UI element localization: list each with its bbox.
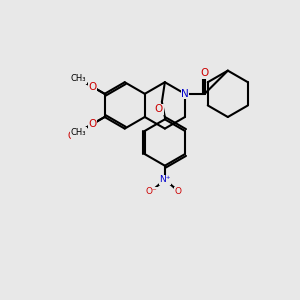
Text: CH₃: CH₃ [71, 74, 86, 83]
Text: O: O [155, 104, 163, 115]
Text: O: O [88, 119, 97, 129]
Text: O: O [88, 82, 97, 92]
Text: O: O [68, 131, 76, 141]
Text: N⁺: N⁺ [159, 175, 171, 184]
Text: O: O [200, 68, 209, 78]
Text: CH₃: CH₃ [71, 128, 86, 136]
Text: O: O [175, 187, 182, 196]
Text: N: N [181, 89, 189, 99]
Text: O: O [72, 129, 80, 139]
Text: O⁻: O⁻ [146, 187, 158, 196]
